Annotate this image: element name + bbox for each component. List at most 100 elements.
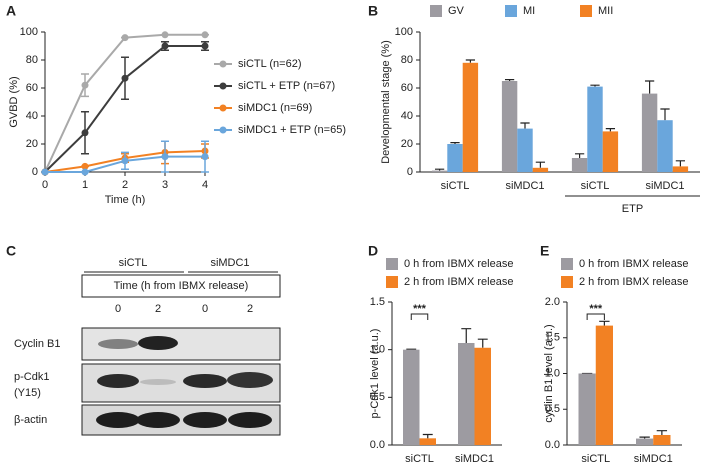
legend-label: 2 h from IBMX release xyxy=(579,276,688,288)
bar xyxy=(501,81,518,172)
x-tick-label: 3 xyxy=(162,179,168,191)
error-bar xyxy=(660,108,670,121)
legend-label: 0 h from IBMX release xyxy=(579,258,688,270)
x-tick-label: 1 xyxy=(82,179,88,191)
significance-bracket xyxy=(410,313,429,320)
y-tick-label: 1.0 xyxy=(370,344,385,356)
error-bar xyxy=(450,142,460,144)
legend-label: GV xyxy=(448,5,465,17)
y-tick-label: 2.0 xyxy=(545,296,560,308)
point xyxy=(201,31,209,39)
panel-letter: D xyxy=(368,243,378,259)
bar xyxy=(595,325,613,445)
error-bar xyxy=(644,80,655,94)
lane-label: 2 xyxy=(247,303,253,315)
legend-label: 0 h from IBMX release xyxy=(404,258,513,270)
error-bar xyxy=(461,328,472,343)
x-tick-label: siMDC1 xyxy=(634,453,673,465)
y-tick-label: 40 xyxy=(26,110,38,122)
legend-label: siCTL (n=62) xyxy=(238,58,301,70)
y-tick-label: 80 xyxy=(26,54,38,66)
bar xyxy=(447,144,463,172)
y-tick-label: 0.5 xyxy=(370,391,385,403)
lane-label: 0 xyxy=(115,303,121,315)
bar xyxy=(636,438,654,445)
error-bar xyxy=(675,160,686,167)
band xyxy=(228,412,272,428)
bar xyxy=(403,349,420,445)
x-tick-label: 0 xyxy=(42,179,48,191)
band xyxy=(136,412,180,428)
row-label: β-actin xyxy=(14,414,47,426)
row-label: Cyclin B1 xyxy=(14,338,60,350)
legend-swatch xyxy=(386,276,398,288)
chart-panel: B Developmental stage (%) 0 20 40 60 80 100 siCT… xyxy=(368,3,700,215)
x-tick-label: siCTL xyxy=(581,453,610,465)
y-tick-label: 0.0 xyxy=(545,439,560,451)
western-blot: C siCTL siMDC1 Time (h from IBMX release… xyxy=(6,243,281,436)
bar xyxy=(602,131,619,172)
y-tick-label: 1.5 xyxy=(545,332,560,344)
chart-panel: A GVBD (%) 0 20 40 60 80 100 0 1 2 3 4 Time (h) siCTL … xyxy=(6,3,346,206)
band xyxy=(138,336,178,350)
error-bar xyxy=(639,436,650,439)
lane-label: 2 xyxy=(155,303,161,315)
y-tick-label: 0 xyxy=(32,166,38,178)
bar xyxy=(532,167,549,172)
error-bar xyxy=(477,338,488,348)
legend-swatch xyxy=(561,276,573,288)
legend-swatch xyxy=(386,258,398,270)
x-tick-label: siMDC1 xyxy=(645,180,684,192)
annotation: *** xyxy=(589,303,603,315)
bar xyxy=(458,342,475,445)
y-tick-label: 0 xyxy=(407,166,413,178)
x-tick-label: siCTL xyxy=(405,453,434,465)
point xyxy=(81,81,89,89)
legend-marker xyxy=(219,126,227,134)
point xyxy=(201,153,209,161)
band xyxy=(96,412,140,428)
band xyxy=(98,339,138,349)
error-bar xyxy=(656,430,668,435)
legend-swatch xyxy=(430,5,442,17)
y-tick-label: 1.5 xyxy=(370,296,385,308)
bar xyxy=(431,170,448,172)
panel-letter: B xyxy=(368,3,378,19)
bar xyxy=(517,128,533,172)
y-axis-label: p-Cdk1 level (a.u.) xyxy=(369,329,381,419)
x-tick-label: siMDC1 xyxy=(505,180,544,192)
band xyxy=(227,372,273,388)
group-label: ETP xyxy=(622,203,643,215)
legend-label: MII xyxy=(598,5,613,17)
legend-label: siMDC1 + ETP (n=65) xyxy=(238,124,346,136)
bar xyxy=(641,93,658,172)
band xyxy=(183,374,227,388)
legend-swatch xyxy=(580,5,592,17)
x-tick-label: siCTL xyxy=(581,180,610,192)
panel-letter: C xyxy=(6,243,16,259)
y-tick-label: 0.0 xyxy=(370,439,385,451)
x-axis-label: Time (h) xyxy=(105,194,146,206)
bar xyxy=(578,373,596,445)
point xyxy=(161,31,169,39)
y-tick-label: 0.5 xyxy=(545,403,560,415)
y-tick-label: 60 xyxy=(26,82,38,94)
legend-label: siMDC1 (n=69) xyxy=(238,102,312,114)
point xyxy=(81,162,89,170)
panel-letter: E xyxy=(540,243,549,259)
error-bar xyxy=(504,79,515,81)
point xyxy=(81,168,89,176)
y-axis-label: cyclin B1 level (a.u.) xyxy=(543,324,555,422)
y-tick-label: 20 xyxy=(401,138,413,150)
error-bar xyxy=(574,153,585,158)
point xyxy=(121,74,129,82)
legend-swatch xyxy=(561,258,573,270)
error-bar xyxy=(599,320,610,326)
y-tick-label: 100 xyxy=(20,26,38,38)
y-tick-label: 20 xyxy=(26,138,38,150)
point xyxy=(201,42,209,50)
point xyxy=(41,168,49,176)
error-bar xyxy=(535,161,546,168)
